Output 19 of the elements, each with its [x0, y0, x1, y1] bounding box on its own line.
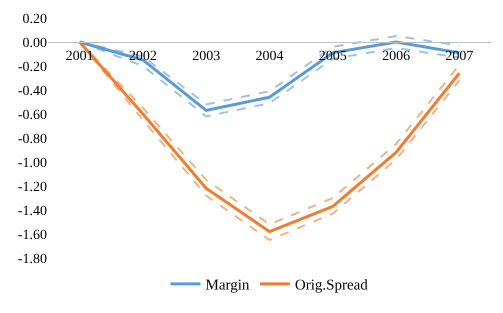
y-tick-label: 0.00 [22, 36, 47, 51]
y-tick-label: -1.20 [18, 180, 47, 195]
legend-label: Orig.Spread [294, 278, 368, 294]
y-tick-label: -0.60 [18, 108, 47, 123]
x-tick-label: 2003 [192, 48, 220, 64]
y-tick-label: -0.80 [18, 132, 47, 147]
legend-label: Margin [206, 278, 250, 294]
x-tick-label: 2006 [382, 48, 410, 64]
x-tick-label: 2002 [128, 48, 157, 64]
y-tick-label: 0.20 [22, 12, 47, 27]
y-tick-label: -1.00 [18, 156, 47, 171]
y-tick-label: -1.60 [18, 228, 47, 243]
y-tick-label: -0.40 [18, 84, 47, 99]
x-tick-label: 2001 [66, 48, 94, 64]
y-tick-label: -1.40 [18, 204, 47, 219]
y-tick-label: -0.20 [18, 60, 47, 75]
x-tick-label: 2007 [445, 48, 474, 64]
y-tick-label: -1.80 [18, 252, 47, 267]
x-tick-label: 2004 [256, 48, 284, 64]
